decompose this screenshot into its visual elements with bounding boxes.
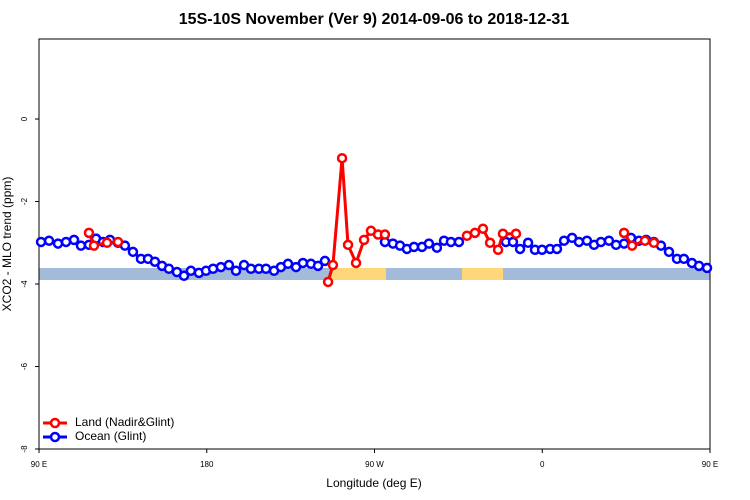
data-point [101,237,113,249]
data-point [497,228,509,239]
data-point [35,236,47,248]
data-point [510,228,522,239]
data-point [522,237,534,249]
data-point [88,240,100,251]
data-point [469,227,481,239]
data-point [127,246,139,258]
data-point [610,239,622,251]
y-tick-label: -2 [20,197,29,205]
y-axis-label: XCO2 - MLO trend (ppm) [0,177,14,312]
data-point [68,234,80,246]
data-point [678,253,690,265]
data-point [626,240,638,251]
y-tick-label: 0 [20,116,29,121]
data-point [350,257,362,269]
data-point [507,236,519,248]
data-point [230,265,242,277]
chart-title: 15S-10S November (Ver 9) 2014-09-06 to 2… [179,11,570,28]
data-point [112,236,124,248]
data-point [319,255,331,267]
x-tick-label: 0 [540,460,545,469]
data-point [595,236,607,248]
data-point [639,235,651,246]
data-point [83,227,95,239]
data-point [185,265,197,277]
data-point [52,238,64,249]
x-tick-label: 90 E [31,460,47,469]
land-mask [39,268,710,280]
series-line [87,158,655,283]
data-point [663,246,675,258]
data-point [484,237,496,249]
legend-label: Ocean (Glint) [75,429,146,443]
data-point [342,239,354,251]
x-tick-label: 180 [200,460,214,469]
y-tick-label: -6 [20,362,29,370]
data-point [492,244,504,256]
data-point [701,262,713,274]
data-point [43,235,55,246]
data-point [693,260,705,272]
data-point [336,152,348,164]
data-point [215,261,227,273]
data-point [648,237,660,249]
x-axis-label: Longitude (deg E) [326,476,421,490]
data-point [618,227,630,239]
land-band [330,268,386,280]
legend-marker [49,431,61,443]
data-point [60,236,72,248]
x-tick-label: 90 E [702,460,718,469]
data-point [260,263,272,274]
data-point [322,276,334,288]
data-point [312,260,324,272]
data-point [477,223,489,234]
y-tick-label: -4 [20,280,29,288]
data-point [297,257,309,269]
data-point [514,243,526,255]
x-tick-label: 90 W [365,460,384,469]
data-point [423,238,435,249]
data-point [75,240,87,251]
data-point [551,243,563,255]
data-point [431,242,443,253]
legend-label: Land (Nadir&Glint) [75,415,174,429]
data-point [223,259,235,271]
data-point [358,234,370,246]
data-point [536,244,548,256]
data-point [453,236,465,248]
data-point [178,270,190,282]
y-tick-label: -8 [20,445,29,453]
land-band [462,268,503,280]
legend-marker [49,417,61,429]
data-point [573,236,585,248]
data-point [379,229,391,240]
data-point [327,259,339,271]
